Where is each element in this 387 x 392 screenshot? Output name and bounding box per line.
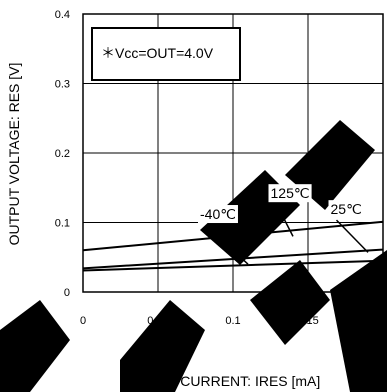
x-tick-label: 0.1 [225,315,240,327]
series-annotation-label: 125℃ [271,185,310,201]
annotations: 125℃ -40℃ 25℃ [198,184,369,265]
series-line [82,259,384,272]
annotation-leader [275,203,294,237]
y-tick-label: 0.3 [55,79,70,91]
series-line [82,220,384,252]
x-axis-label: SINK CURRENT: IRES [mA] [144,373,321,389]
condition-box-frame [91,27,241,81]
watermark-shape-6 [250,260,330,345]
y-tick-label: 0.1 [55,218,70,230]
watermark-shape-5 [330,250,387,392]
plot-frame [82,13,384,293]
y-tick-label: 0 [64,287,70,299]
x-tick-label: 0.15 [297,315,318,327]
annotation-bg [328,200,364,219]
annotation-leader [335,219,369,253]
series-lines [82,220,384,272]
annotation-bg [268,184,312,203]
watermark-shape-2 [120,300,205,392]
y-axis-label: OUTPUT VOLTAGE: RES [V] [6,63,22,246]
x-tick-label: 0 [80,315,86,327]
annotation-bg [198,205,238,224]
x-tick-label: 0.2 [375,315,387,327]
annotation-leader [205,224,249,265]
y-tick-label: 0.4 [55,9,70,21]
y-tick-label: 0.2 [55,148,70,160]
series-annotation-label: -40℃ [200,206,236,222]
x-tick-labels: 0 0.05 0.1 0.15 0.2 [80,315,387,327]
condition-text: ＊Vcc=OUT=4.0V [101,45,214,61]
y-tick-labels: 0 0.1 0.2 0.3 0.4 [55,9,70,299]
x-tick-label: 0.05 [147,315,168,327]
condition-box: ＊Vcc=OUT=4.0V [91,27,241,81]
series-annotation-label: 25℃ [331,201,362,217]
series-line [82,248,384,270]
watermark-shape-1 [0,300,70,392]
watermark [0,120,387,392]
